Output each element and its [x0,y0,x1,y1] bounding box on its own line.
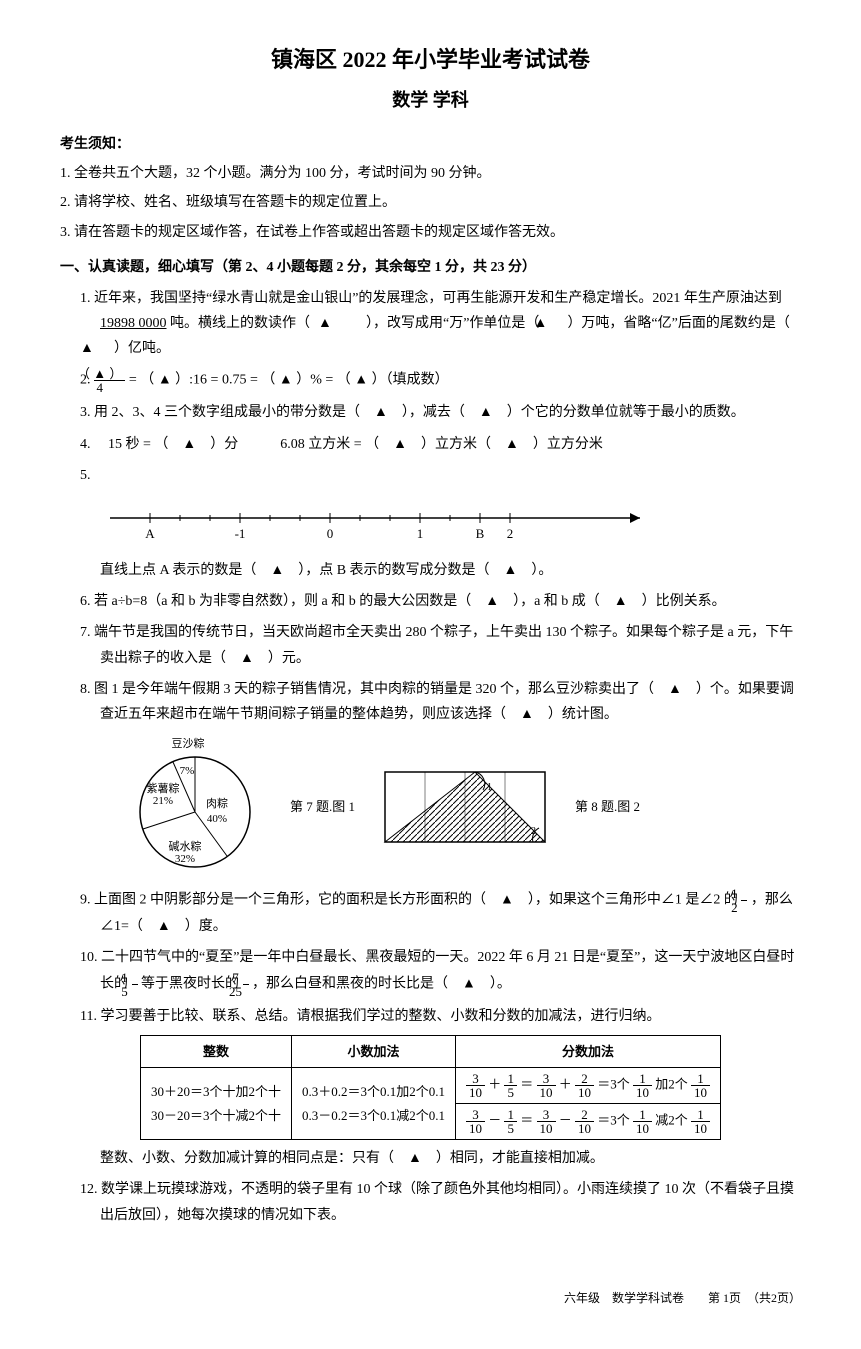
q2-eq4: ）（填成数） [372,373,449,388]
svg-text:1: 1 [487,782,492,793]
q8-text: 图 1 是今年端午假期 3 天的粽子销售情况，其中肉粽的销量是 320 个，那么… [94,682,794,722]
q1-text-a: 近年来，我国坚持“绿水青山就是金山银山”的发展理念，可再生能源开发和生产稳定增长… [94,291,782,306]
th-frac: 分数加法 [455,1035,720,1067]
svg-text:-1: -1 [235,526,246,541]
question-11: 11. 学习要善于比较、联系、总结。请根据我们学过的整数、小数和分数的加减法，进… [80,1004,801,1029]
q11-num: 11. [80,1009,97,1024]
svg-text:1: 1 [417,526,424,541]
notice-head: 考生须知： [60,132,801,157]
q3-text: 用 2、3、4 三个数字组成最小的带分数是（ ▲ ），减去（ ▲ ）个它的分数单… [94,405,745,420]
q8-num: 8. [80,682,91,697]
blank-icon: ▲ [279,373,293,388]
blank-icon: ▲ [354,373,368,388]
svg-text:32%: 32% [175,853,195,865]
q5-num: 5. [80,468,91,483]
blank-icon: ▲ [158,373,172,388]
notice-1: 1. 全卷共五个大题，32 个小题。满分为 100 分，考试时间为 90 分钟。 [60,161,801,186]
svg-text:肉粽: 肉粽 [206,796,228,810]
frac-15: 15 [132,971,138,998]
cell-frac-1: 310 ＋ 15 ＝ 310 ＋ 210 ＝3个 110 加2个 110 [455,1068,720,1104]
svg-text:2: 2 [507,526,514,541]
q1-underline: 19898 0000 [100,316,167,331]
page-subject: 数学 学科 [60,84,801,116]
number-line-diagram: A -1 0 1 B 2 [100,498,801,548]
section-1-head: 一、认真读题，细心填写（第 2、4 小题每题 2 分，其余每空 1 分，共 23… [60,255,801,280]
question-5: 5. [80,463,801,488]
svg-text:21%: 21% [153,795,173,807]
pie-chart: 肉粽 40% 碱水粽 32% 21% 紫薯粽 7% 豆沙粽 [120,737,270,877]
instructions-block: 1. 全卷共五个大题，32 个小题。满分为 100 分，考试时间为 90 分钟。… [60,161,801,245]
q10-text-c: ，那么白昼和黑夜的时长比是（ ▲ ）。 [252,976,511,991]
caption-fig2: 第 8 题.图 2 [575,795,640,818]
q4-num: 4. [80,437,91,452]
q9-num: 9. [80,893,91,908]
q3-num: 3. [80,405,91,420]
question-10: 10. 二十四节气中的“夏至”是一年中白昼最长、黑夜最短的一天。2022 年 6… [80,945,801,997]
cell-dec: 0.3＋0.2＝3个0.1加2个0.1 0.3－0.2＝3个0.1减2个0.1 [291,1068,455,1140]
question-4: 4. 15 秒 = （ ▲ ）分 6.08 立方米 = （ ▲ ）立方米（ ▲ … [80,432,801,457]
q6-num: 6. [80,594,91,609]
rect-diagram: 1 2 [375,762,555,852]
blank-icon: ▲ [93,366,106,381]
question-9: 9. 上面图 2 中阴影部分是一个三角形，它的面积是长方形面积的（ ▲ ），如果… [80,887,801,939]
notice-2: 2. 请将学校、姓名、班级填写在答题卡的规定位置上。 [60,190,801,215]
q4-text: 15 秒 = （ ▲ ）分 6.08 立方米 = （ ▲ ）立方米（ ▲ ）立方… [94,437,603,452]
q1-num: 1. [80,291,91,306]
cell-int: 30＋20＝3个十加2个十 30－20＝3个十减2个十 [140,1068,291,1140]
q12-num: 12. [80,1182,98,1197]
q12-text: 数学课上玩摸球游戏，不透明的袋子里有 10 个球（除了颜色外其他均相同）。小雨连… [100,1182,794,1222]
svg-text:碱水粽: 碱水粽 [169,839,202,853]
q2-fraction: （ ▲ ） 4 [94,367,125,394]
diagram-row: 肉粽 40% 碱水粽 32% 21% 紫薯粽 7% 豆沙粽 第 7 题.图 1 … [120,737,801,877]
q11-text: 学习要善于比较、联系、总结。请根据我们学过的整数、小数和分数的加减法，进行归纳。 [100,1009,660,1024]
q10-text-b: 等于黑夜时长的 [141,976,243,991]
question-1: 1. 近年来，我国坚持“绿水青山就是金山银山”的发展理念，可再生能源开发和生产稳… [80,286,801,362]
svg-text:40%: 40% [207,813,227,825]
q1-text-d: ）万吨，省略“亿”后面的尾数约是（ [567,316,789,331]
frac-half: 12 [741,887,747,914]
svg-text:0: 0 [327,526,334,541]
question-12: 12. 数学课上玩摸球游戏，不透明的袋子里有 10 个球（除了颜色外其他均相同）… [80,1177,801,1227]
svg-text:2: 2 [531,826,536,837]
cell-frac-2: 310 － 15 ＝ 310 － 210 ＝3个 110 减2个 110 [455,1104,720,1140]
q1-text-c: ），改写成用“万”作单位是（ [366,316,539,331]
svg-text:7%: 7% [180,765,195,777]
question-8: 8. 图 1 是今年端午假期 3 天的粽子销售情况，其中肉粽的销量是 320 个… [80,677,801,727]
svg-text:紫薯粽: 紫薯粽 [147,781,180,795]
q11-table: 整数 小数加法 分数加法 30＋20＝3个十加2个十 30－20＝3个十减2个十… [140,1035,721,1140]
question-3: 3. 用 2、3、4 三个数字组成最小的带分数是（ ▲ ），减去（ ▲ ）个它的… [80,400,801,425]
question-6: 6. 若 a÷b=8（a 和 b 为非零自然数），则 a 和 b 的最大公因数是… [80,589,801,614]
q1-text-e: ）亿吨。 [114,341,170,356]
q5-text: 直线上点 A 表示的数是（ ▲ ），点 B 表示的数写成分数是（ ▲ ）。 [100,558,801,583]
notice-3: 3. 请在答题卡的规定区域作答，在试卷上作答或超出答题卡的规定区域作答无效。 [60,220,801,245]
page-title: 镇海区 2022 年小学毕业考试试卷 [60,40,801,80]
caption-fig1: 第 7 题.图 1 [290,795,355,818]
q6-text: 若 a÷b=8（a 和 b 为非零自然数），则 a 和 b 的最大公因数是（ ▲… [94,594,726,609]
th-int: 整数 [140,1035,291,1067]
svg-text:豆沙粽: 豆沙粽 [172,737,205,750]
q1-text-b: 吨。横线上的数读作（ [167,316,311,331]
q9-text-a: 上面图 2 中阴影部分是一个三角形，它的面积是长方形面积的（ ▲ ），如果这个三… [94,893,741,908]
svg-text:A: A [145,526,155,541]
svg-text:B: B [476,526,485,541]
page-footer: 六年级 数学学科试卷 第 1页 （共2页） [60,1288,801,1310]
q2-eq3: ）% = （ [296,373,351,388]
q2-eq2: ）:16 = 0.75 = （ [175,373,275,388]
frac-725: 725 [243,971,249,998]
q2-denom: 4 [94,381,125,394]
q7-text: 端午节是我国的传统节日，当天欧尚超市全天卖出 280 个粽子，上午卖出 130 … [94,625,793,665]
q7-num: 7. [80,625,91,640]
q10-num: 10. [80,950,98,965]
question-7: 7. 端午节是我国的传统节日，当天欧尚超市全天卖出 280 个粽子，上午卖出 1… [80,620,801,670]
q2-eq1: = （ [129,373,154,388]
th-dec: 小数加法 [291,1035,455,1067]
question-2: 2. （ ▲ ） 4 = （ ▲ ）:16 = 0.75 = （ ▲ ）% = … [80,367,801,394]
numberline-svg: A -1 0 1 B 2 [100,498,660,548]
q11-conclusion: 整数、小数、分数加减计算的相同点是：只有（ ▲ ）相同，才能直接相加减。 [100,1146,801,1171]
